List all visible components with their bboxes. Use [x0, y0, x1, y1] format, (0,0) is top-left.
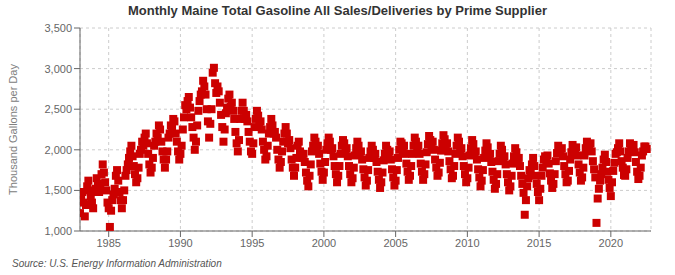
- svg-text:1,000: 1,000: [44, 225, 72, 237]
- svg-text:1,500: 1,500: [44, 184, 72, 196]
- svg-text:3,500: 3,500: [44, 22, 72, 34]
- svg-text:2020: 2020: [599, 237, 623, 249]
- svg-text:1995: 1995: [240, 237, 264, 249]
- html-text:Source: U.S. Energy Informatio: Source: U.S. Energy Information Administ…: [12, 258, 222, 269]
- svg-text:2010: 2010: [455, 237, 479, 249]
- svg-text:3,000: 3,000: [44, 63, 72, 75]
- svg-text:1990: 1990: [168, 237, 192, 249]
- svg-text:1985: 1985: [96, 237, 120, 249]
- svg-text:2,000: 2,000: [44, 144, 72, 156]
- svg-text:Thousand Gallons per Day: Thousand Gallons per Day: [8, 64, 19, 195]
- svg-text:2,500: 2,500: [44, 103, 72, 115]
- svg-text:2015: 2015: [527, 237, 551, 249]
- svg-text:2000: 2000: [312, 237, 336, 249]
- svg-text:2005: 2005: [383, 237, 407, 249]
- html-text:Monthly Maine Total Gasoline A: Monthly Maine Total Gasoline All Sales/D…: [128, 3, 547, 18]
